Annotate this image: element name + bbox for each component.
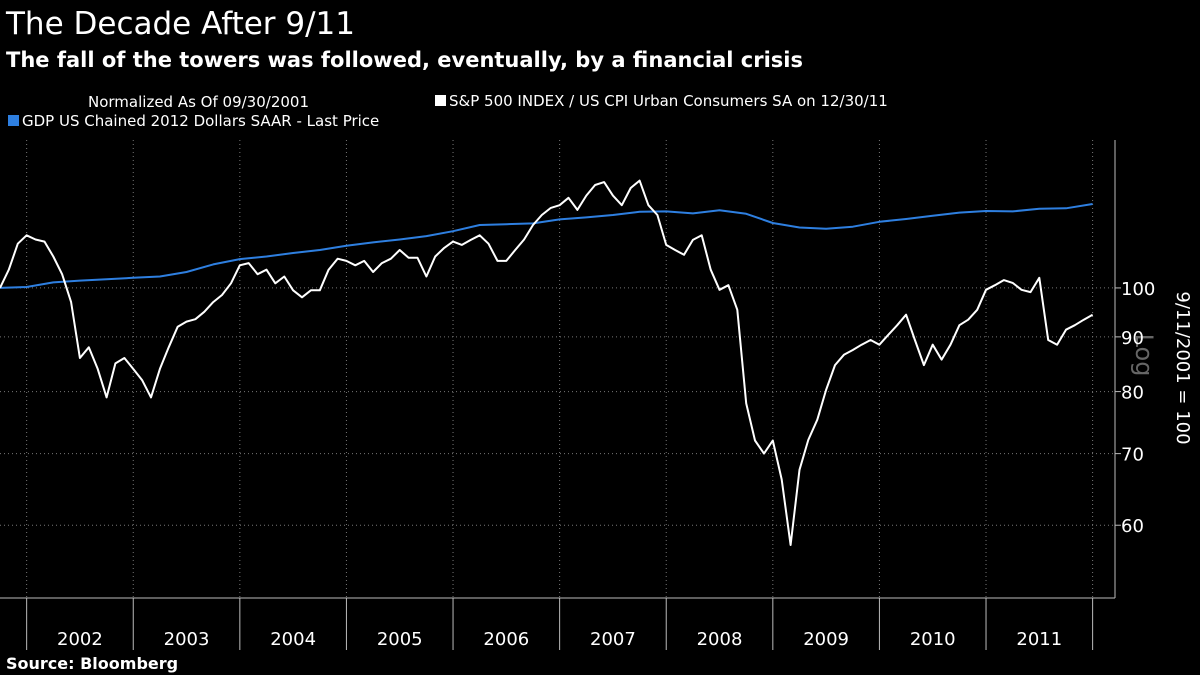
legend-swatch <box>8 115 19 126</box>
scale-label: Log <box>1130 334 1158 377</box>
series-line <box>0 203 1093 289</box>
series-line <box>0 179 1094 546</box>
legend-note: Normalized As Of 09/30/2001 <box>88 93 309 111</box>
chart-title: The Decade After 9/11 <box>5 6 355 42</box>
y-tick-label: 90 <box>1121 328 1144 349</box>
y-tick-label: 60 <box>1121 516 1144 537</box>
chart-subtitle: The fall of the towers was followed, eve… <box>6 48 803 72</box>
x-tick-label: 2007 <box>590 629 636 650</box>
legend-label: S&P 500 INDEX / US CPI Urban Consumers S… <box>449 92 888 110</box>
x-tick-label: 2002 <box>57 629 103 650</box>
x-tick-label: 2011 <box>1016 629 1062 650</box>
source: Source: Bloomberg <box>6 654 178 673</box>
legend-swatch <box>435 95 446 106</box>
x-tick-label: 2004 <box>270 629 316 650</box>
legend-label: GDP US Chained 2012 Dollars SAAR - Last … <box>22 112 379 130</box>
x-tick-label: 2009 <box>803 629 849 650</box>
y-tick-label: 80 <box>1121 383 1144 404</box>
x-tick-label: 2006 <box>483 629 529 650</box>
x-tick-label: 2008 <box>697 629 743 650</box>
x-tick-label: 2003 <box>164 629 210 650</box>
y-tick-label: 70 <box>1121 445 1144 466</box>
y-tick-label: 100 <box>1121 279 1155 300</box>
x-tick-label: 2005 <box>377 629 423 650</box>
x-tick-label: 2010 <box>910 629 956 650</box>
y-axis-label: 9/11/2001 = 100 <box>1172 291 1193 444</box>
